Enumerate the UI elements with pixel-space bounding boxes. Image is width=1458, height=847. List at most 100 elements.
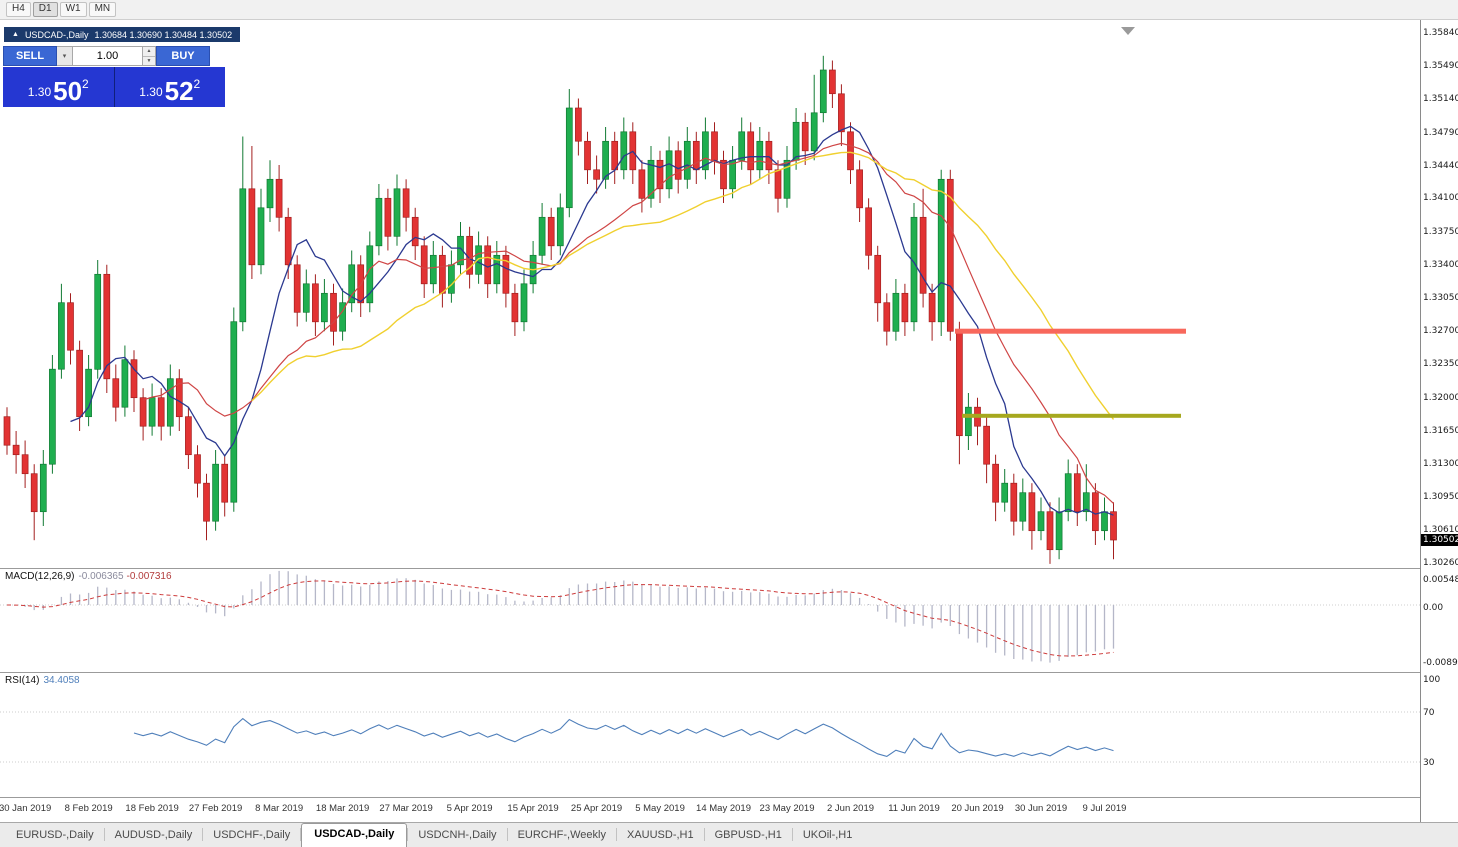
chart-tab-bar: EURUSD-,Daily AUDUSD-,Daily USDCHF-,Daily U… (0, 822, 1458, 847)
price-axis-label: 1.32700 (1423, 326, 1458, 337)
date-axis-label: 11 Jun 2019 (888, 803, 940, 814)
date-axis-label: 23 May 2019 (759, 803, 815, 814)
volume-dropdown-button[interactable]: ▾ (57, 46, 73, 66)
timeframe-buttons: H4 D1 W1 MN (6, 2, 117, 17)
price-axis-label: 1.30950 (1423, 492, 1458, 503)
tab-divider (506, 828, 508, 841)
rsi-value: 34.4058 (43, 675, 80, 686)
price-axis-label: 1.32000 (1423, 392, 1458, 403)
price-axis-label: 1.31650 (1423, 425, 1458, 436)
date-axis: 30 Jan 2019 8 Feb 2019 18 Feb 2019 27 Feb 2… (0, 797, 1420, 822)
date-axis-label: 15 Apr 2019 (507, 803, 559, 814)
buy-button[interactable]: BUY (156, 46, 210, 66)
rsi-panel[interactable]: RSI(14) 34.4058 (0, 672, 1420, 797)
stepper-up-icon[interactable]: ▲ (143, 47, 155, 57)
date-axis-label: 25 Apr 2019 (570, 803, 623, 814)
macd-axis-label: -0.00897 (1423, 658, 1458, 668)
bottom-tab-audusd-daily[interactable]: AUDUSD-,Daily (114, 829, 193, 841)
stepper-down-icon[interactable]: ▼ (146, 57, 152, 64)
one-click-panel-toggle-icon[interactable]: ▲ (12, 31, 19, 38)
bottom-tab-usdcad-daily[interactable]: USDCAD-,Daily (301, 823, 408, 847)
rsi-axis-label: 30 (1423, 758, 1435, 768)
price-axis-label: 1.30610 (1423, 524, 1458, 535)
sell-price-sup: 2 (82, 77, 89, 91)
macd-signal-value: -0.007316 (126, 571, 172, 582)
date-axis-label: 20 Jun 2019 (951, 803, 1004, 814)
tab-divider (300, 828, 302, 841)
timeframe-button-d1[interactable]: D1 (32, 2, 58, 17)
rsi-axis-label: 70 (1423, 708, 1435, 718)
timeframe-button-w1[interactable]: W1 (59, 2, 87, 17)
price-axis-label: 1.33400 (1423, 259, 1458, 270)
bottom-tab-gbpusd-h1[interactable]: GBPUSD-,H1 (714, 829, 782, 841)
main-chart-canvas[interactable]: ▲ USDCAD-,Daily 1.30684 1.30690 1.30484 … (0, 20, 1420, 568)
price-axis-label: 1.34790 (1423, 127, 1458, 138)
panel-separator[interactable] (0, 672, 1458, 673)
macd-indicator-name: MACD(12,26,9) (5, 571, 75, 582)
volume-input[interactable] (73, 46, 143, 66)
bottom-tab-eurusd-daily[interactable]: EURUSD-,Daily (16, 829, 94, 841)
date-axis-label: 18 Mar 2019 (315, 803, 370, 814)
price-axis-label: 1.34100 (1423, 193, 1458, 204)
buy-price-box[interactable]: 1.30 52 2 (114, 67, 225, 107)
tab-divider (615, 828, 617, 841)
macd-axis-label: 0.00 (1423, 603, 1444, 613)
price-axis-label: 1.35490 (1423, 61, 1458, 72)
candlestick-chart[interactable] (0, 20, 1420, 568)
rsi-label: RSI(14) 34.4058 (5, 675, 80, 686)
date-axis-label: 5 May 2019 (635, 803, 685, 814)
sell-price-prefix: 1.30 (27, 85, 52, 99)
one-click-trading-panel: SELL ▾ ▲ ▼ BUY 1.30 50 2 1.30 52 2 (3, 46, 225, 107)
date-axis-label: 30 Jun 2019 (1014, 803, 1068, 814)
macd-label: MACD(12,26,9) -0.006365 -0.007316 (5, 571, 172, 582)
price-axis-label: 1.35140 (1423, 94, 1458, 105)
macd-main-value: -0.006365 (78, 571, 124, 582)
tab-divider (703, 828, 705, 841)
buy-price-prefix: 1.30 (139, 85, 163, 99)
date-axis-label: 27 Feb 2019 (188, 803, 243, 814)
chart-shift-marker (1121, 27, 1135, 35)
date-axis-label: 27 Mar 2019 (379, 803, 433, 814)
date-axis-label: 9 Jul 2019 (1082, 803, 1127, 814)
timeframe-button-h4[interactable]: H4 (6, 2, 31, 17)
date-axis-label: 8 Mar 2019 (255, 803, 304, 814)
price-axis-label: 1.34440 (1423, 160, 1458, 171)
trade-prices-row: 1.30 50 2 1.30 52 2 (3, 67, 225, 107)
date-axis-label: 30 Jan 2019 (0, 803, 52, 814)
bottom-tab-usdcnh-daily[interactable]: USDCNH-,Daily (418, 829, 497, 841)
date-axis-separator (0, 797, 1458, 798)
chart-window: ▲ USDCAD-,Daily 1.30684 1.30690 1.30484 … (0, 20, 1458, 847)
macd-axis-label: 0.00548 (1423, 575, 1458, 585)
chart-ohlc-values: 1.30684 1.30690 1.30484 1.30502 (94, 29, 233, 40)
date-axis-label: 2 Jun 2019 (826, 803, 875, 814)
tab-divider (407, 828, 409, 841)
panel-separator[interactable] (0, 568, 1458, 569)
current-price-tag: 1.30502 (1421, 534, 1458, 546)
price-axis-label: 1.31300 (1423, 459, 1458, 470)
sell-price-box[interactable]: 1.30 50 2 (3, 67, 115, 107)
volume-stepper: ▲ ▼ (143, 46, 156, 66)
bottom-tab-ukoil-h1[interactable]: UKOil-,H1 (802, 829, 853, 841)
bottom-tab-xauusd-h1[interactable]: XAUUSD-,H1 (626, 829, 694, 841)
rsi-indicator-name: RSI(14) (5, 675, 40, 686)
rsi-chart[interactable] (0, 672, 1420, 797)
timeframe-button-mn[interactable]: MN (88, 2, 117, 17)
date-axis-label: 18 Feb 2019 (125, 803, 179, 814)
bottom-tab-eurchf-weekly[interactable]: EURCHF-,Weekly (517, 829, 606, 841)
price-axis: 1.30502 1.35840 1.35490 1.35140 1.34790 1.34… (1420, 20, 1458, 822)
bottom-tab-usdchf-daily[interactable]: USDCHF-,Daily (213, 829, 291, 841)
date-axis-label: 8 Feb 2019 (64, 803, 113, 814)
macd-panel[interactable]: MACD(12,26,9) -0.006365 -0.007316 (0, 568, 1420, 672)
price-axis-label: 1.33050 (1423, 293, 1458, 303)
macd-chart[interactable] (0, 568, 1420, 672)
sell-button[interactable]: SELL (3, 46, 57, 66)
chart-title-strip: ▲ USDCAD-,Daily 1.30684 1.30690 1.30484 … (4, 27, 241, 42)
tab-divider (791, 828, 793, 841)
buy-price-big: 52 (164, 75, 194, 106)
chevron-down-icon: ▾ (62, 53, 67, 60)
date-axis-label: 14 May 2019 (696, 803, 751, 814)
chart-symbol-period: USDCAD-,Daily (24, 29, 89, 40)
price-axis-label: 1.33750 (1423, 226, 1458, 237)
price-axis-label: 1.30260 (1423, 558, 1458, 568)
buy-price-sup: 2 (193, 77, 201, 91)
